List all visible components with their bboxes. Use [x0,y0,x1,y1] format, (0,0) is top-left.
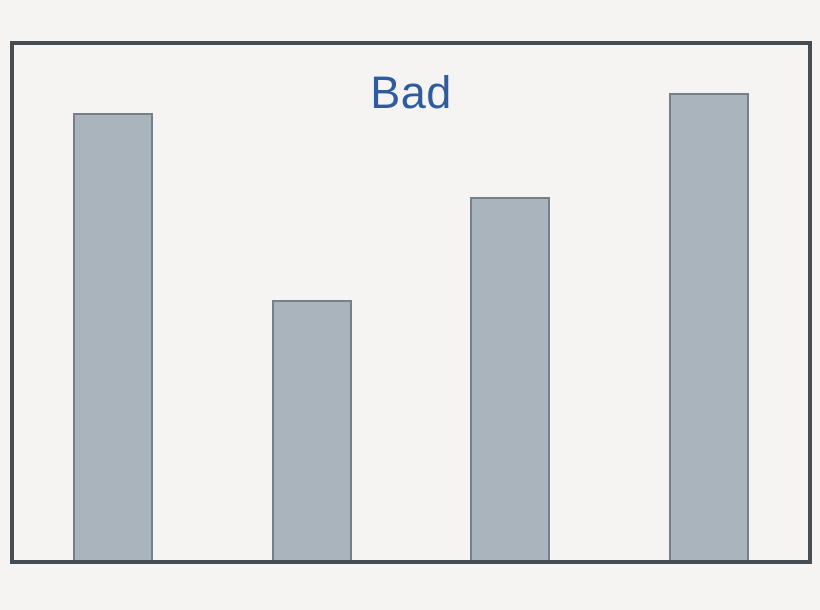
plot-area [14,45,808,560]
bar-slot [213,45,412,560]
chart-title: Bad [370,67,452,118]
bar-slot [14,45,213,560]
bar [470,196,551,560]
bar-slot [411,45,610,560]
chart-frame [10,41,812,564]
bar [271,299,352,560]
bar [73,112,154,560]
bar [668,92,749,560]
bar-slot [610,45,809,560]
